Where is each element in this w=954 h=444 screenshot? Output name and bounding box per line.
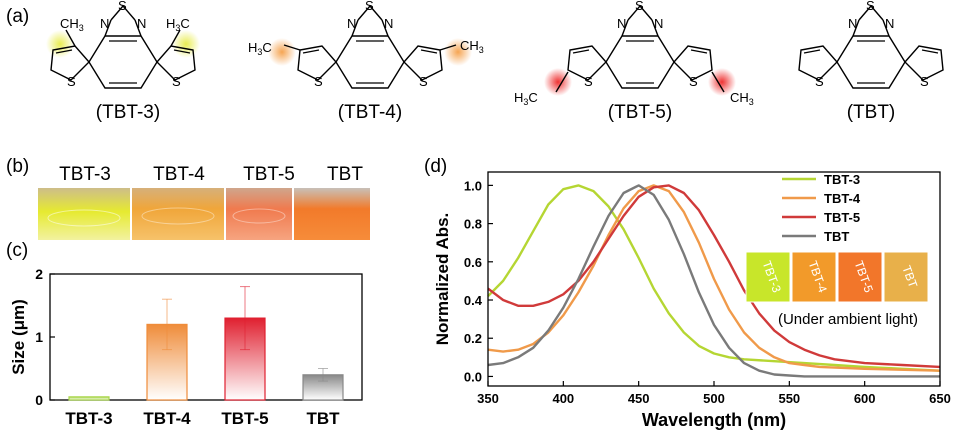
legend-label: TBT-5 [824, 210, 860, 225]
x-tick-label: 500 [703, 391, 725, 406]
inset-vial-photo: TBT-3 TBT-4 TBT-5 TBT [745, 251, 929, 303]
inset-vial [791, 251, 837, 303]
y-tick-label: 1.0 [464, 178, 482, 193]
molecule-name: (TBT) [846, 102, 896, 123]
x-tick-label: TBT [306, 409, 340, 428]
vial-label: TBT-4 [153, 164, 205, 185]
svg-text:N: N [885, 16, 894, 31]
series-line-tbt-4 [487, 184, 941, 372]
atom-label: S [635, 0, 644, 13]
y-tick-label: 2 [35, 266, 43, 282]
svg-text:N: N [654, 16, 663, 31]
x-tick-label: 450 [628, 391, 650, 406]
series-line-tbt-3 [487, 184, 941, 372]
bar [68, 396, 110, 401]
svg-text:N: N [848, 16, 857, 31]
vial-label: TBT-5 [243, 164, 295, 185]
absorbance-line-chart: 0.0 0.2 0.4 0.6 0.8 1.0 350 400 450 500 550 600 650 W… [433, 171, 951, 430]
x-tick-label: TBT-5 [221, 409, 268, 428]
svg-text:N: N [347, 16, 356, 31]
svg-text:CH3: CH3 [460, 38, 484, 55]
x-tick-label: 600 [854, 391, 876, 406]
molecule-name: (TBT-3) [95, 102, 161, 123]
y-tick-label: 0.0 [464, 369, 482, 384]
y-tick-label: 0.4 [464, 293, 483, 308]
svg-text:S: S [584, 74, 593, 89]
panel-c-label: (c) [6, 240, 29, 261]
y-axis-label: Normalized Abs. [433, 213, 452, 346]
inset-vial [837, 251, 883, 303]
svg-text:N: N [617, 16, 626, 31]
svg-text:CH3: CH3 [60, 16, 84, 33]
molecule-tbt-5 [544, 5, 736, 96]
inset-vial [883, 251, 929, 303]
atom-label: S [365, 0, 374, 13]
atom-label: S [118, 0, 127, 13]
x-tick-label: 350 [477, 391, 499, 406]
svg-text:S: S [67, 74, 76, 89]
panel-a-label: (a) [6, 6, 30, 27]
vial-tbt-5 [226, 188, 292, 240]
vial-tbt-4 [132, 188, 224, 240]
x-tick-label: 400 [552, 391, 574, 406]
vial-label: TBT-3 [59, 164, 111, 185]
size-bar-chart: 0 1 2 TBT-3 TBT-4 TBT-5 TBT Size (μm) [9, 266, 363, 428]
y-axis-label: Size (μm) [9, 299, 28, 375]
legend-label: TBT-3 [824, 172, 860, 187]
svg-text:CH3: CH3 [730, 90, 754, 107]
svg-text:N: N [137, 16, 146, 31]
x-tick-label: TBT-4 [143, 409, 191, 428]
y-tick-label: 0.6 [464, 255, 482, 270]
molecule-tbt-3 [46, 5, 200, 89]
panel-d-label: (d) [424, 156, 448, 177]
inset-vial [745, 251, 791, 303]
x-axis-label: Wavelength (nm) [642, 410, 786, 430]
svg-text:N: N [100, 16, 109, 31]
y-tick-label: 0.2 [464, 331, 482, 346]
svg-text:S: S [419, 74, 428, 89]
svg-text:S: S [172, 74, 181, 89]
legend-label: TBT-4 [824, 191, 861, 206]
svg-text:S: S [815, 74, 824, 89]
x-tick-label: 550 [778, 391, 800, 406]
y-tick-label: 1 [35, 329, 43, 345]
svg-text:S: S [689, 74, 698, 89]
molecule-name: (TBT-4) [337, 102, 403, 123]
svg-text:H3C: H3C [514, 90, 538, 107]
svg-text:S: S [920, 74, 929, 89]
atom-label: S [866, 0, 875, 13]
svg-text:N: N [384, 16, 393, 31]
panel-b-label: (b) [6, 156, 30, 177]
legend-label: TBT [824, 229, 849, 244]
series-line-tbt [487, 184, 940, 378]
x-tick-label: TBT-3 [65, 409, 112, 428]
x-tick-label: 650 [929, 391, 951, 406]
inset-caption: (Under ambient light) [778, 311, 918, 328]
svg-text:S: S [314, 74, 323, 89]
y-tick-label: 0 [35, 392, 43, 408]
series-line-tbt-5 [487, 184, 941, 369]
y-tick-label: 0.8 [464, 217, 482, 232]
molecule-name: (TBT-5) [607, 102, 673, 123]
molecule-tbt-4 [268, 5, 472, 89]
svg-text:H3C: H3C [166, 16, 190, 33]
vial-label: TBT [327, 164, 363, 185]
vial-tbt [294, 188, 370, 240]
vial-photo [38, 188, 370, 240]
svg-text:H3C: H3C [248, 40, 272, 57]
